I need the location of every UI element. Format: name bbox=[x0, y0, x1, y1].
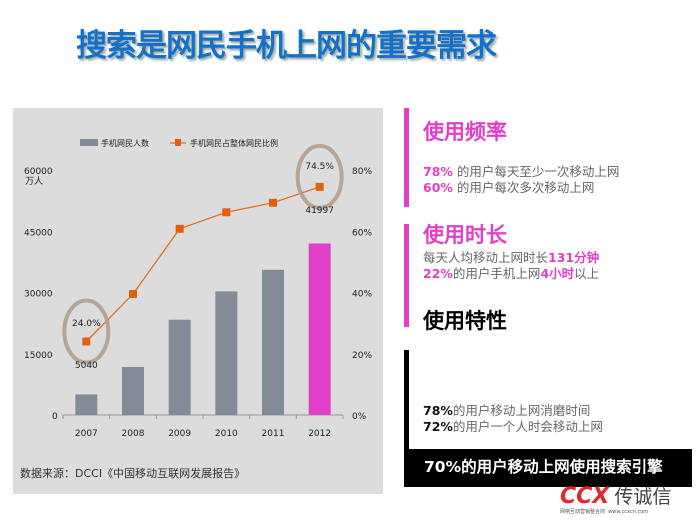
stat-value: 78% bbox=[423, 403, 453, 418]
highlight-box bbox=[406, 449, 692, 487]
stat-text: 每天人均移动上网时长 bbox=[423, 250, 549, 265]
x-tick-label: 2010 bbox=[215, 429, 238, 439]
bar bbox=[262, 269, 284, 415]
x-tick-label: 2012 bbox=[308, 429, 331, 439]
y-tick-label: 60000 bbox=[24, 167, 53, 177]
stat-line: 78% 的用户每天至少一次移动上网 bbox=[423, 164, 619, 179]
stat-line: 78%的用户移动上网消磨时间 bbox=[423, 403, 590, 418]
y2-tick-label: 80% bbox=[352, 167, 372, 177]
y-tick-label: 30000 bbox=[24, 290, 53, 300]
y2-tick-label: 0% bbox=[352, 412, 367, 422]
chart-source: 数据来源：DCCI《中国移动互联网发展报告》 bbox=[20, 467, 246, 480]
line-point bbox=[82, 337, 91, 346]
bar bbox=[215, 291, 238, 415]
logo: CCX 传诚信 网络互动营销整合商 www.ccxcn.com bbox=[560, 482, 671, 515]
x-tick-label: 2008 bbox=[122, 429, 145, 439]
stat-line: 每天人均移动上网时长131分钟 bbox=[423, 250, 599, 265]
stat-text: 以上 bbox=[574, 266, 600, 281]
logo-tagline: 网络互动营销整合商 www.ccxcn.com bbox=[560, 508, 671, 515]
section-heading: 使用特性 bbox=[423, 309, 507, 333]
bar bbox=[308, 243, 331, 415]
accent-bar bbox=[404, 350, 409, 487]
y-axis-unit: 万人 bbox=[25, 176, 43, 187]
accent-bar bbox=[404, 108, 409, 207]
stat-value: 22% bbox=[423, 266, 453, 281]
line-point bbox=[315, 182, 324, 191]
x-tick-label: 2007 bbox=[75, 429, 98, 439]
stat-text: 的用户每次多次移动上网 bbox=[452, 180, 595, 195]
stat-value: 78% bbox=[423, 164, 453, 179]
accent-bar bbox=[404, 224, 409, 327]
line-point bbox=[175, 224, 184, 233]
logo-url: www.ccxcn.com bbox=[608, 509, 649, 515]
x-tick-label: 2011 bbox=[262, 429, 285, 439]
y2-tick-label: 40% bbox=[352, 290, 372, 300]
data-label: 24.0% bbox=[72, 319, 101, 329]
page-title: 搜索是网民手机上网的重要需求 bbox=[76, 28, 497, 64]
highlight-circle bbox=[295, 143, 344, 210]
stat-value: 4小时 bbox=[540, 266, 575, 281]
line-point bbox=[269, 198, 277, 207]
stat-value: 72% bbox=[423, 419, 453, 434]
y2-tick-label: 20% bbox=[352, 351, 372, 361]
line-point bbox=[222, 208, 231, 217]
y-tick-label: 15000 bbox=[24, 351, 53, 361]
stat-text: 的用户手机上网 bbox=[452, 266, 541, 281]
series-line bbox=[85, 186, 320, 342]
section-heading: 使用频率 bbox=[423, 120, 507, 144]
x-tick-label: 2009 bbox=[168, 429, 191, 439]
legend-label: 手机网民人数 bbox=[101, 138, 149, 148]
stat-line: 60% 的用户每次多次移动上网 bbox=[423, 180, 594, 195]
stat-value: 131分钟 bbox=[548, 250, 600, 265]
legend-swatch-marker bbox=[175, 139, 181, 146]
highlight-circle bbox=[62, 298, 111, 365]
logo-name: 传诚信 bbox=[614, 486, 672, 508]
logo-tagline-text: 网络互动营销整合商 bbox=[560, 509, 606, 515]
data-label: 5040 bbox=[75, 361, 98, 371]
stat-text: 的用户移动上网消磨时间 bbox=[452, 403, 591, 418]
bar bbox=[75, 394, 98, 415]
stat-line: 22%的用户手机上网4小时以上 bbox=[423, 266, 599, 281]
highlight-text: 70%的用户移动上网使用搜索引擎 bbox=[424, 458, 663, 476]
data-label: 41997 bbox=[305, 206, 334, 216]
y2-tick-label: 60% bbox=[352, 228, 372, 238]
logo-mark: CCX bbox=[560, 484, 610, 509]
stat-line: 72%的用户一个人时会移动上网 bbox=[423, 419, 603, 434]
bar bbox=[168, 319, 191, 415]
y-tick-label: 0 bbox=[52, 412, 58, 422]
stat-value: 60% bbox=[423, 180, 453, 195]
legend-label: 手机网民占整体网民比例 bbox=[190, 138, 278, 148]
section-heading: 使用时长 bbox=[423, 223, 507, 247]
legend-swatch-bar bbox=[80, 139, 98, 146]
y-tick-label: 45000 bbox=[24, 228, 53, 238]
stat-text: 的用户一个人时会移动上网 bbox=[452, 419, 603, 434]
bar bbox=[122, 366, 144, 415]
data-label: 74.5% bbox=[305, 162, 334, 172]
stat-text: 的用户每天至少一次移动上网 bbox=[452, 164, 620, 179]
line-point bbox=[129, 290, 137, 299]
